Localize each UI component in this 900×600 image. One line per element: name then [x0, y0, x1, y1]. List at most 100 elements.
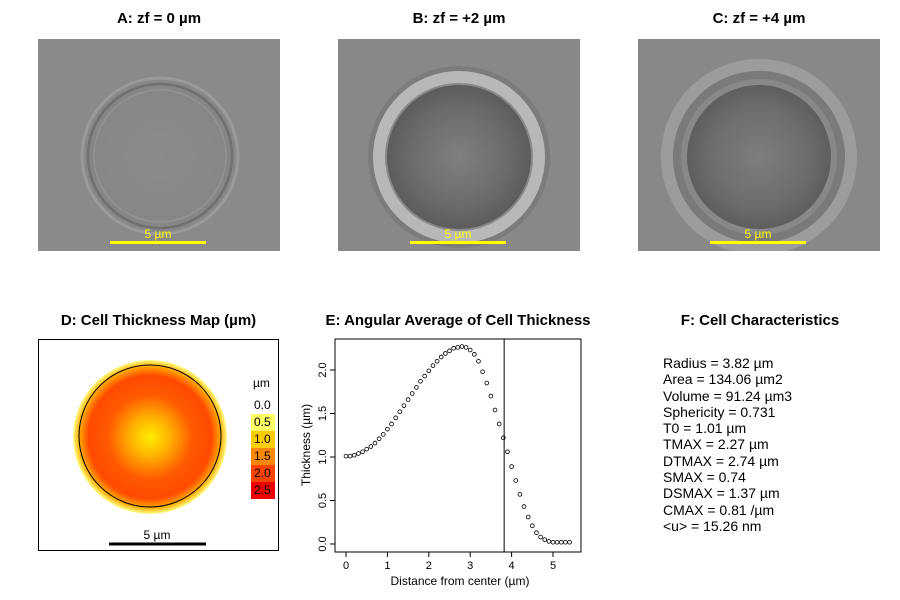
data-point	[563, 539, 568, 545]
cell-boundary	[78, 364, 222, 508]
data-point	[554, 539, 560, 545]
panel-b-micrograph	[338, 39, 580, 251]
legend-swatch	[251, 397, 275, 414]
data-point	[422, 373, 427, 379]
legend-swatch	[251, 448, 275, 465]
data-point	[546, 539, 552, 544]
legend-label: 1.0	[254, 432, 271, 446]
y-tick-label: 1.5	[317, 406, 329, 421]
data-point	[501, 435, 506, 441]
characteristic-line: Sphericity = 0.731	[663, 403, 776, 420]
panel-f-title: F: Cell Characteristics	[680, 312, 840, 329]
data-point	[372, 440, 378, 446]
data-point	[484, 380, 490, 386]
panel-b-title: B: zf = +2 µm	[412, 10, 506, 27]
thickness-map-svg: 0.0 0.5 1.0 1.5 2.0 2.5 µm 5 µm	[73, 360, 275, 546]
legend-swatch	[251, 414, 275, 431]
panel-c-micrograph	[638, 39, 880, 251]
data-point	[488, 393, 494, 399]
data-point	[525, 514, 531, 520]
data-point	[351, 452, 357, 458]
x-tick-label: 4	[509, 560, 515, 572]
data-point	[380, 432, 386, 437]
data-point	[467, 347, 473, 353]
y-tick-label: 1.0	[317, 449, 329, 464]
x-tick-label: 5	[550, 560, 556, 572]
data-point	[393, 415, 398, 421]
y-tick-label: 2.0	[317, 362, 329, 377]
data-point	[443, 351, 448, 356]
characteristic-line: SMAX = 0.74	[663, 469, 746, 486]
data-point	[455, 345, 461, 350]
data-point	[401, 403, 407, 408]
data-point	[567, 539, 572, 545]
data-point	[550, 539, 556, 545]
data-point	[438, 354, 444, 360]
data-point	[360, 449, 365, 455]
legend-swatch	[251, 482, 275, 499]
plot-frame	[334, 338, 582, 553]
thickness-disc	[73, 360, 227, 514]
x-axis-label: Distance from center (µm)	[391, 574, 530, 588]
panel-d-scale-label: 5 µm	[144, 528, 171, 542]
data-point	[409, 391, 415, 396]
data-point	[505, 449, 510, 455]
legend-swatch	[251, 465, 275, 482]
legend-label: 2.5	[254, 483, 271, 497]
data-point	[356, 451, 361, 456]
data-point	[368, 444, 374, 449]
data-point	[492, 407, 498, 413]
data-point	[476, 358, 481, 364]
data-point	[538, 534, 543, 540]
data-point	[376, 436, 382, 442]
x-tick-label: 2	[426, 560, 432, 572]
characteristic-line: DSMAX = 1.37 µm	[663, 485, 780, 502]
legend-unit: µm	[253, 376, 270, 390]
data-point	[451, 345, 456, 351]
y-tick-label: 0.5	[317, 493, 329, 508]
characteristic-line: T0 = 1.01 µm	[663, 420, 747, 437]
panel-b-scale-label: 5 µm	[444, 227, 472, 241]
data-point	[534, 530, 539, 535]
data-point	[517, 492, 523, 497]
legend-swatch	[251, 431, 275, 448]
data-point	[343, 453, 349, 459]
panel-a-image: 5 µm	[38, 39, 280, 251]
legend-label: 0.5	[254, 415, 271, 429]
data-point	[364, 446, 369, 452]
panel-b-scale-bar	[410, 241, 506, 244]
data-point	[447, 348, 452, 354]
panel-a-scale-bar	[110, 241, 206, 244]
x-tick-label: 0	[343, 560, 349, 572]
thickness-legend: 0.0 0.5 1.0 1.5 2.0 2.5	[251, 397, 275, 499]
characteristic-line: Radius = 3.82 µm	[663, 355, 774, 371]
panel-c-scale-bar	[710, 241, 806, 244]
characteristic-line: Area = 134.06 µm2	[663, 371, 783, 388]
panel-c-scale-label: 5 µm	[744, 227, 772, 241]
panel-a-title: A: zf = 0 µm	[116, 10, 202, 27]
data-point	[521, 504, 527, 509]
data-point	[397, 409, 403, 415]
data-point	[385, 426, 390, 432]
panel-b-image: 5 µm	[338, 39, 580, 251]
data-point	[405, 397, 411, 402]
panel-a-micrograph	[38, 39, 280, 251]
data-point	[389, 421, 394, 427]
cell-characteristics-list: Radius = 3.82 µm Area = 134.06 µm2 Volume …	[663, 355, 792, 534]
data-point	[426, 368, 432, 374]
data-point	[434, 358, 440, 364]
data-point	[558, 539, 564, 545]
data-point	[480, 369, 485, 375]
data-point	[414, 385, 419, 390]
characteristic-line: CMAX = 0.81 /µm	[663, 501, 775, 518]
y-tick-label: 0.0	[317, 536, 329, 551]
x-tick-label: 3	[467, 560, 473, 572]
characteristic-line: DTMAX = 2.74 µm	[663, 452, 779, 469]
panel-a-scale-label: 5 µm	[144, 227, 172, 241]
data-point	[530, 523, 535, 529]
characteristic-line: TMAX = 2.27 µm	[663, 436, 769, 453]
panel-c-image: 5 µm	[638, 39, 880, 251]
data-point	[513, 478, 519, 483]
panel-d-thickness-map: 0.0 0.5 1.0 1.5 2.0 2.5 µm 5 µm	[38, 339, 279, 551]
panel-e-title: E: Angular Average of Cell Thickness	[325, 312, 591, 329]
